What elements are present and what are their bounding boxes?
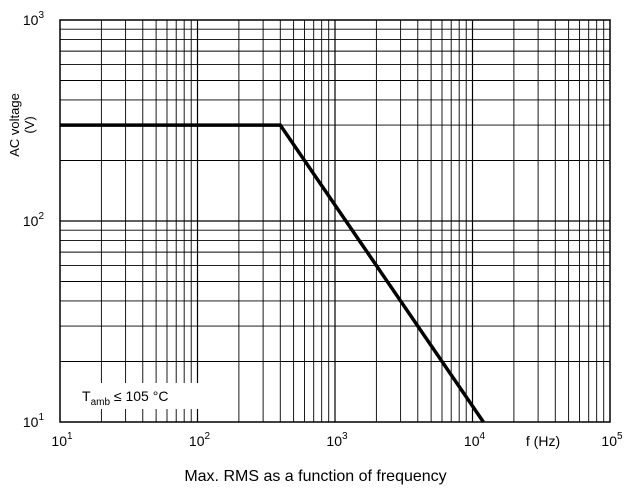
grid (60, 20, 610, 422)
x-tick-label: 101 (51, 431, 73, 449)
annotation-rest: ≤ 105 °C (110, 388, 168, 404)
chart: 101 102 103 104 105 101 102 103 f (Hz) Tamb ≤ 1… (23, 10, 623, 449)
y-axis-label-wrap: AC voltage (V) (2, 60, 42, 190)
x-tick-label: 103 (326, 431, 348, 449)
chart-caption: Max. RMS as a function of frequency (184, 468, 447, 485)
x-tick-label: 102 (189, 431, 211, 449)
plot-frame (59, 19, 611, 423)
x-axis-label: f (Hz) (526, 433, 560, 449)
annotation-background (76, 383, 208, 409)
annotation: Tamb ≤ 105 °C (76, 383, 208, 409)
tick-labels: 101 102 103 104 105 101 102 103 (23, 10, 623, 449)
y-axis-unit: (V) (22, 116, 37, 134)
annotation-prefix: T (82, 388, 91, 404)
x-axis-label-group: f (Hz) (526, 433, 560, 449)
annotation-sub: amb (91, 397, 111, 408)
y-axis-label-text: AC voltage (7, 93, 22, 157)
y-tick-label: 103 (23, 10, 45, 28)
x-tick-label: 104 (464, 431, 486, 449)
y-tick-label: 102 (23, 211, 45, 229)
y-axis-label: AC voltage (V) (7, 93, 37, 157)
series-line (60, 123, 485, 423)
x-tick-label: 105 (601, 431, 623, 449)
annotation-text: Tamb ≤ 105 °C (82, 388, 168, 408)
series-group (60, 123, 485, 423)
y-tick-label: 101 (23, 412, 45, 430)
